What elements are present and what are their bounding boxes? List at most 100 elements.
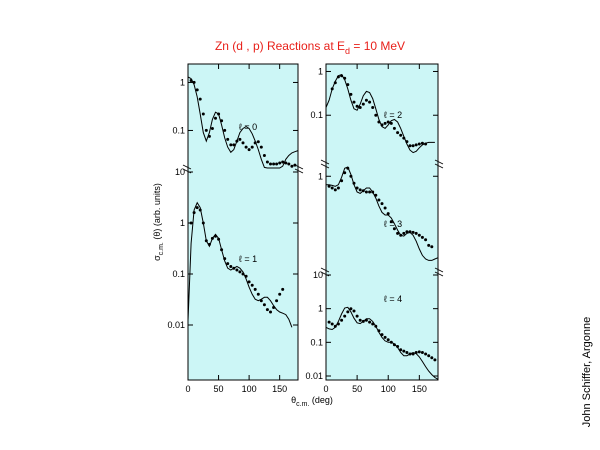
- data-point: [427, 354, 431, 358]
- data-point: [417, 233, 421, 237]
- right-panel-background: [325, 63, 439, 381]
- data-point: [386, 212, 390, 216]
- data-point: [389, 220, 393, 224]
- theory-curve: [326, 166, 439, 261]
- x-tick-label: 50: [352, 384, 362, 394]
- data-point: [195, 88, 199, 92]
- data-point: [244, 145, 248, 149]
- right-panel: [325, 63, 439, 381]
- data-point: [201, 112, 205, 116]
- x-axis-label-rest: (deg): [309, 395, 333, 405]
- axis-break-mark: [434, 163, 444, 169]
- title-subscript: d: [345, 46, 350, 56]
- data-point: [284, 161, 288, 165]
- x-tick-label: 100: [242, 384, 257, 394]
- y-axis-label-sigma: σ: [152, 255, 162, 261]
- data-point: [408, 144, 412, 148]
- data-point: [265, 308, 269, 312]
- axis-break-mark: [320, 159, 330, 165]
- data-point: [430, 356, 434, 360]
- left-section-1: 1 0.1 ℓ = 0: [172, 76, 299, 169]
- data-point: [256, 292, 260, 296]
- x-tick-label: 150: [272, 384, 287, 394]
- data-point: [411, 230, 415, 234]
- y-tick-label: 0.01: [167, 320, 185, 330]
- y-tick-label: 10: [313, 270, 323, 280]
- chart-marks: 0 50 100 150 1 0.1 ℓ = 0 10 1 0.1 0.01 ℓ = 1 0 50 100 1…: [167, 64, 444, 394]
- data-point: [355, 314, 359, 318]
- x-tick-label: 0: [323, 384, 328, 394]
- data-point: [327, 184, 331, 188]
- y-axis-label-sub: c.m.: [158, 242, 165, 255]
- data-point: [352, 309, 356, 313]
- theory-curve: [325, 73, 435, 154]
- right-section-2: 1 ℓ = 3: [318, 159, 444, 261]
- data-point: [293, 163, 297, 167]
- data-point: [189, 221, 193, 225]
- data-point: [414, 231, 418, 235]
- x-tick-label: 100: [381, 384, 396, 394]
- l-value-label: ℓ = 0: [239, 122, 257, 132]
- data-point: [358, 318, 362, 322]
- axis-break-mark: [434, 267, 444, 273]
- data-point: [256, 140, 260, 144]
- data-point: [198, 97, 202, 101]
- data-point: [417, 350, 421, 354]
- x-tick-label: 150: [412, 384, 427, 394]
- y-tick-label: 0.1: [172, 269, 185, 279]
- l-value-label: ℓ = 3: [384, 219, 402, 229]
- right-section-1: 1 0.1 ℓ = 2: [310, 66, 438, 154]
- x-tick-label: 0: [185, 384, 190, 394]
- data-point: [392, 126, 396, 130]
- data-point: [433, 358, 437, 362]
- y-tick-label: 0.1: [172, 125, 185, 135]
- y-tick-label: 1: [318, 304, 323, 314]
- data-point: [226, 137, 230, 141]
- data-point: [250, 145, 254, 149]
- data-point: [229, 143, 233, 147]
- data-point: [235, 268, 239, 272]
- data-point: [238, 137, 242, 141]
- data-point: [346, 310, 350, 314]
- data-point: [361, 102, 365, 106]
- data-point: [368, 190, 372, 194]
- data-point: [272, 162, 276, 166]
- data-point: [238, 270, 242, 274]
- data-point: [281, 160, 285, 164]
- y-axis-label: σc.m. (θ) (arb. units): [152, 183, 165, 261]
- data-point: [349, 307, 353, 311]
- data-point: [349, 92, 353, 96]
- data-point: [241, 141, 245, 145]
- right-panel-marks: 0 50 100 150 1 0.1 ℓ = 2 1 ℓ = 3 10 1 0.1 0.01 ℓ = 4: [305, 64, 444, 394]
- x-axis-label-theta: θ: [291, 395, 296, 405]
- left-panel-background: [187, 63, 299, 381]
- data-point: [355, 186, 359, 190]
- data-point: [226, 262, 230, 266]
- y-tick-label: 1: [318, 66, 323, 76]
- theory-curve: [187, 76, 299, 169]
- data-point: [340, 318, 344, 322]
- data-point: [383, 335, 387, 339]
- data-point: [259, 145, 263, 149]
- axis-break-mark: [320, 267, 330, 273]
- data-point: [262, 154, 266, 157]
- data-point: [278, 161, 282, 165]
- l-value-label: ℓ = 1: [239, 254, 257, 264]
- axis-break-mark: [320, 163, 330, 169]
- data-point: [417, 142, 421, 146]
- data-point: [405, 230, 409, 234]
- data-point: [336, 186, 340, 190]
- l-value-label: ℓ = 4: [384, 294, 402, 304]
- data-point: [262, 303, 266, 307]
- y-tick-label: 10: [175, 167, 185, 177]
- right-section-3: 10 1 0.1 0.01 ℓ = 4: [305, 267, 444, 381]
- y-tick-label: 1: [180, 77, 185, 87]
- data-point: [424, 238, 428, 242]
- data-point: [195, 206, 199, 210]
- data-point: [383, 121, 387, 125]
- y-axis-label-rest: (θ) (arb. units): [152, 183, 162, 242]
- data-point: [358, 106, 362, 109]
- data-point: [287, 162, 291, 166]
- data-point: [380, 202, 384, 206]
